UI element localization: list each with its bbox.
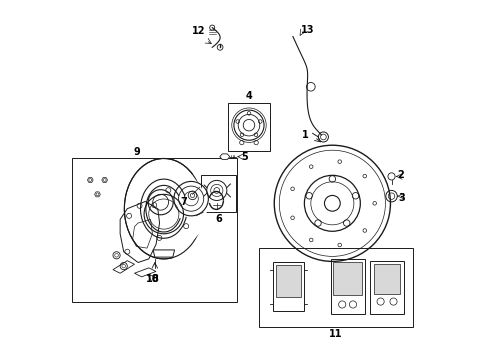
- Bar: [373, 264, 400, 294]
- Text: 8: 8: [151, 274, 158, 284]
- Bar: [330, 259, 364, 315]
- Wedge shape: [163, 176, 206, 251]
- Text: 12: 12: [191, 26, 205, 36]
- Text: 6: 6: [215, 214, 222, 224]
- Bar: [369, 261, 403, 315]
- Bar: [258, 248, 412, 327]
- Text: 2: 2: [396, 170, 403, 180]
- Text: 7: 7: [180, 197, 186, 207]
- Bar: [72, 158, 237, 302]
- Bar: [276, 265, 300, 297]
- Text: 11: 11: [328, 329, 342, 339]
- Bar: [273, 262, 303, 311]
- Bar: [333, 262, 361, 295]
- Text: 4: 4: [245, 91, 252, 102]
- Text: 9: 9: [133, 147, 140, 157]
- Text: 13: 13: [300, 25, 313, 35]
- Text: 1: 1: [302, 130, 308, 140]
- Text: 10: 10: [145, 274, 159, 284]
- Text: 3: 3: [397, 193, 404, 203]
- Bar: [228, 103, 269, 151]
- Polygon shape: [219, 154, 229, 159]
- Text: 5: 5: [241, 152, 247, 162]
- Bar: [201, 175, 235, 212]
